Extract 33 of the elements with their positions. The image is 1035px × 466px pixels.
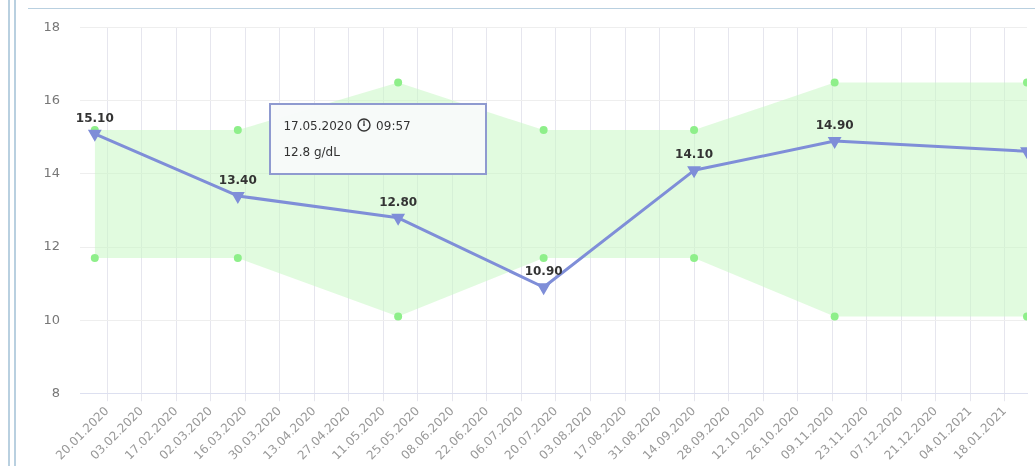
data-label: 14.10 xyxy=(675,147,714,162)
point xyxy=(392,213,404,225)
y-tick-label: 8 xyxy=(51,384,60,400)
point xyxy=(830,78,839,87)
annotation: 12.8 g/dL xyxy=(283,143,341,161)
point xyxy=(688,166,700,177)
data-label: 12.80 xyxy=(379,194,418,209)
point xyxy=(394,312,403,321)
point xyxy=(394,78,403,87)
point xyxy=(232,191,244,203)
point xyxy=(88,129,101,141)
point xyxy=(830,312,839,321)
tooltip-card: 17.05.2020 09:57 12.8 g/dL xyxy=(269,102,488,175)
point xyxy=(233,254,242,263)
data-label: 10.90 xyxy=(524,264,563,279)
point xyxy=(690,254,699,263)
data-label: 13.40 xyxy=(218,172,257,187)
point xyxy=(690,126,699,135)
annotation: 09:57 xyxy=(376,118,411,133)
point xyxy=(233,126,242,135)
point xyxy=(537,283,550,294)
point xyxy=(828,137,841,148)
data-label: 15.10 xyxy=(75,110,114,125)
point xyxy=(90,254,99,263)
y-tick-label: 14 xyxy=(43,165,60,181)
y-tick-label: 12 xyxy=(43,238,60,254)
y-tick-label: 16 xyxy=(43,92,60,108)
point xyxy=(539,254,548,263)
y-tick-label: 18 xyxy=(43,19,60,35)
data-label: 14.90 xyxy=(815,118,854,133)
annotation: 17.05.2020 xyxy=(283,118,353,133)
y-tick-label: 10 xyxy=(43,311,60,327)
point xyxy=(539,126,548,135)
